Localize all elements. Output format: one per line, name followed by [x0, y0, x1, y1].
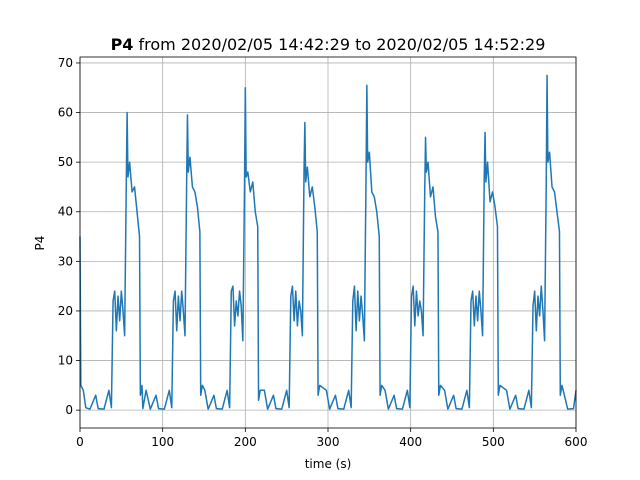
x-tick-label: 100 [151, 435, 174, 449]
y-tick-label: 20 [58, 304, 73, 318]
x-tick-label: 300 [317, 435, 340, 449]
x-tick-label: 200 [234, 435, 257, 449]
title-bold: P4 [111, 35, 134, 54]
x-tick-label: 600 [565, 435, 588, 449]
line-series [79, 74, 577, 410]
y-tick-label: 0 [65, 403, 73, 417]
y-tick-label: 70 [58, 56, 73, 70]
x-axis-label: time (s) [305, 457, 352, 471]
chart-title: P4 from 2020/02/05 14:42:29 to 2020/02/0… [111, 35, 546, 54]
y-tick-label: 10 [58, 354, 73, 368]
y-tick-label: 30 [58, 254, 73, 268]
y-tick-label: 50 [58, 155, 73, 169]
plot-frame [79, 56, 577, 429]
x-tick-label: 0 [76, 435, 84, 449]
y-axis-label: P4 [33, 236, 47, 251]
y-tick-label: 40 [58, 205, 73, 219]
title-text: from 2020/02/05 14:42:29 to 2020/02/05 1… [139, 35, 546, 54]
x-tick-label: 400 [399, 435, 422, 449]
y-tick-label: 60 [58, 106, 73, 120]
x-tick-label: 500 [482, 435, 505, 449]
